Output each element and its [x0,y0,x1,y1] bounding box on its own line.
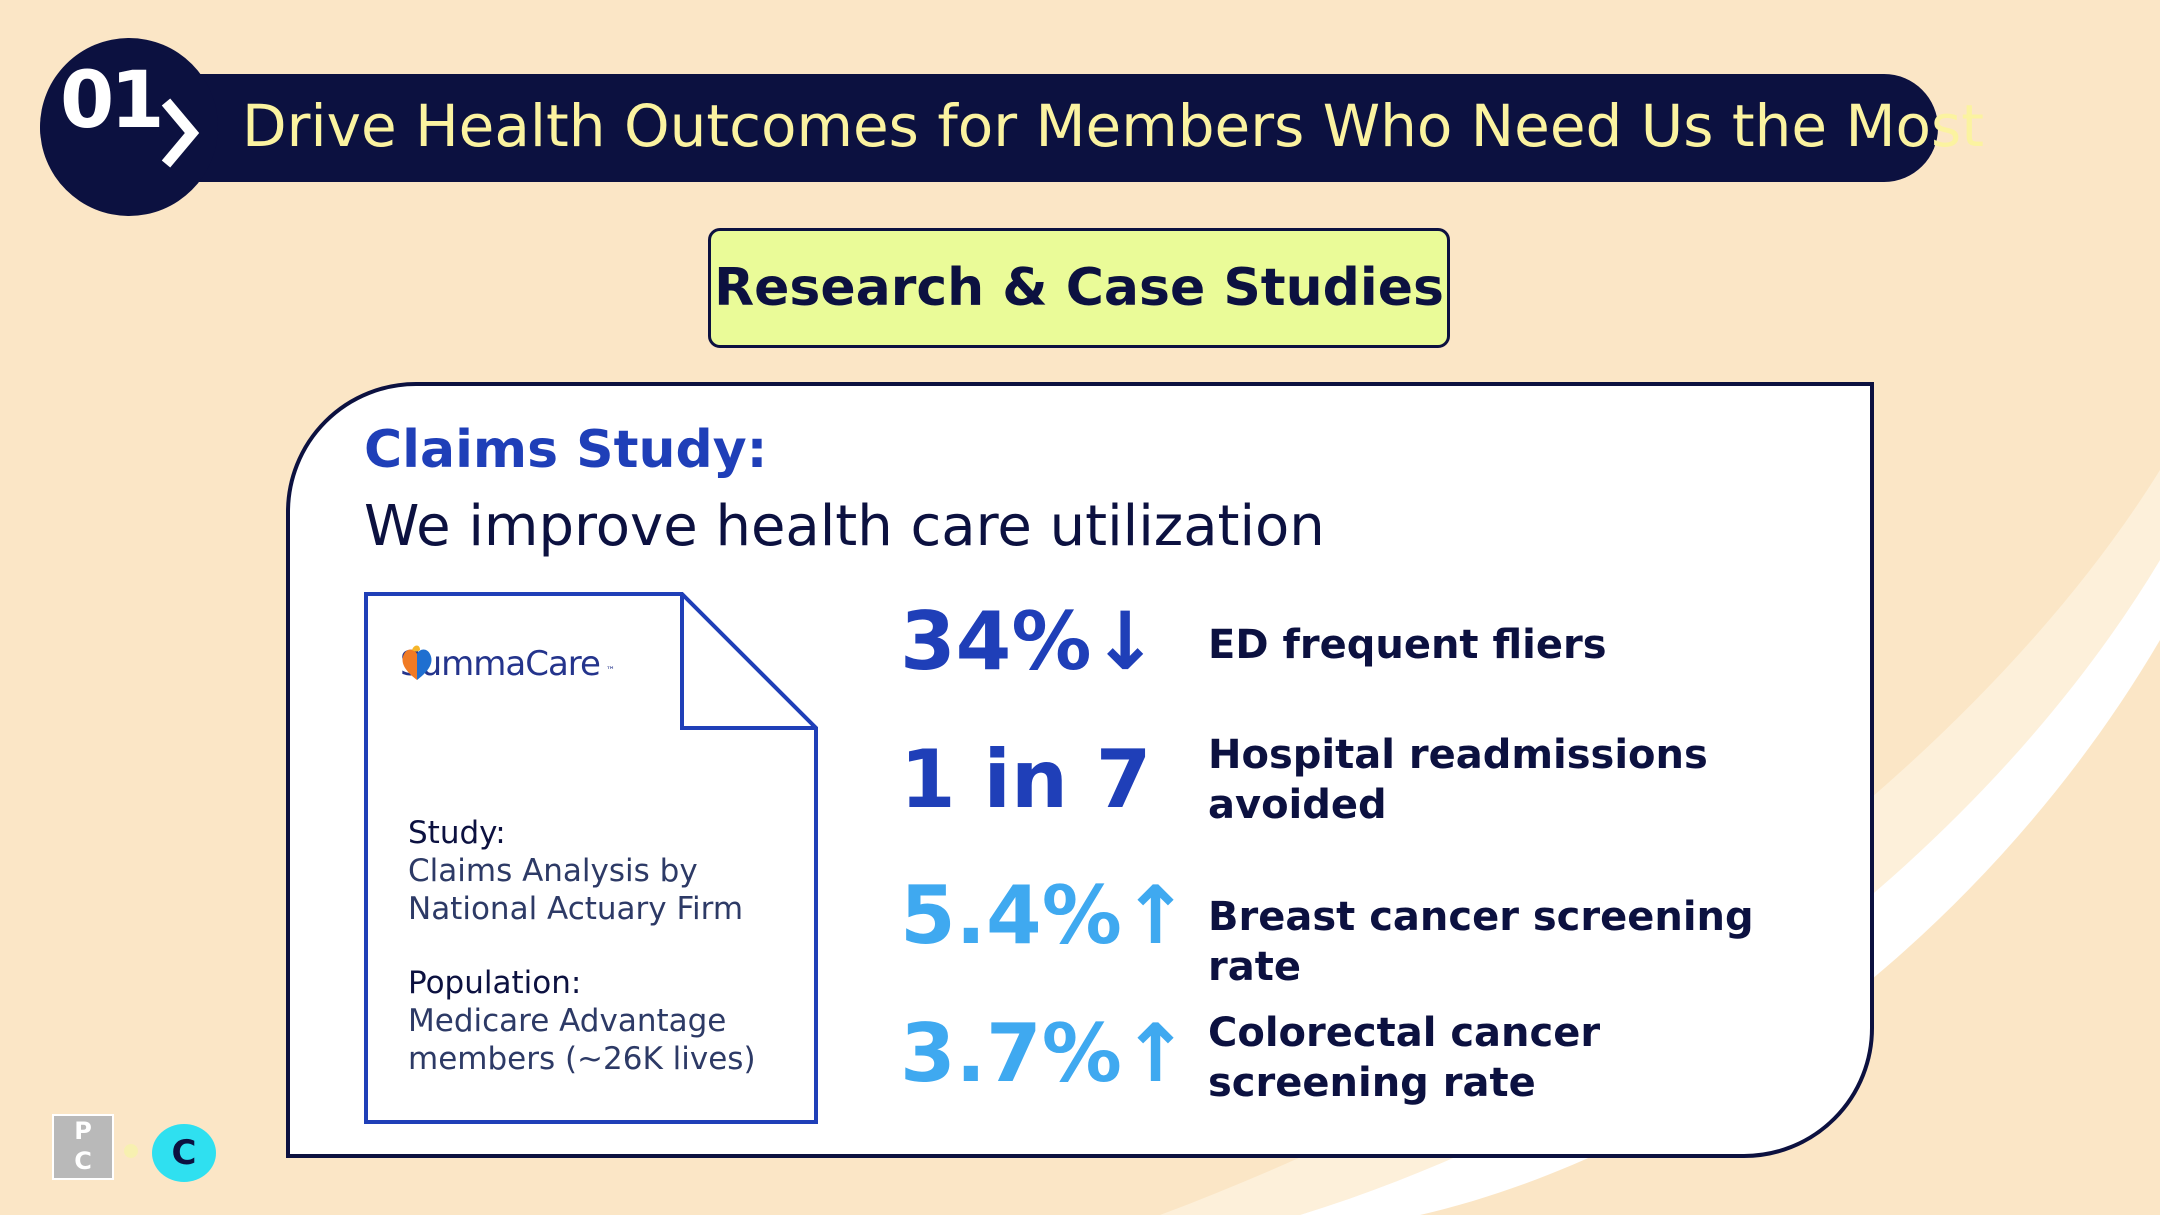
card-subheading: We improve health care utilization [364,494,1325,559]
study-value-line1: Claims Analysis by [408,853,698,889]
summacare-heart-icon [402,645,432,680]
stat-label-colorectal: Colorectal cancer screening rate [1208,1010,1601,1106]
chevron-right-icon [161,98,200,168]
c-logo: C [152,1124,216,1182]
study-value-line2: National Actuary Firm [408,891,744,927]
separator-dot [124,1144,138,1158]
section-number: 01 [60,56,165,146]
population-label: Population: [408,965,582,1001]
study-document: SummaCare ™ Study: Claims Analysis by Na… [364,592,820,1124]
stat-label-readmissions: Hospital readmissions avoided [1208,732,1708,828]
research-badge: Research & Case Studies [708,228,1450,348]
study-label: Study: [408,815,506,851]
population-info: Population: Medicare Advantage members (… [408,964,808,1078]
card-heading: Claims Study: [364,420,768,480]
stat-value-ed: 34%↓ [900,595,1159,688]
pc-logo: P C [52,1114,114,1180]
trademark-mark: ™ [605,666,615,676]
stat-value-colorectal: 3.7%↑ [900,1007,1189,1100]
stat-label-ed: ED frequent fliers [1208,622,1607,668]
page-title: Drive Health Outcomes for Members Who Ne… [242,92,1984,160]
stat-value-readmissions: 1 in 7 [900,733,1152,826]
pc-logo-text: P C [74,1117,92,1175]
population-value-line1: Medicare Advantage [408,1003,727,1039]
stat-label-breast: Breast cancer screening rate [1208,894,1754,990]
research-badge-label: Research & Case Studies [714,258,1444,318]
stat-value-breast: 5.4%↑ [900,869,1189,962]
header-bar [40,74,1938,182]
population-value-line2: members (~26K lives) [408,1041,756,1077]
study-info: Study: Claims Analysis by National Actua… [408,814,808,928]
document-outline [364,592,818,1124]
summacare-logo: SummaCare ™ [400,644,615,684]
summacare-logo-text: SummaCare [400,644,601,684]
